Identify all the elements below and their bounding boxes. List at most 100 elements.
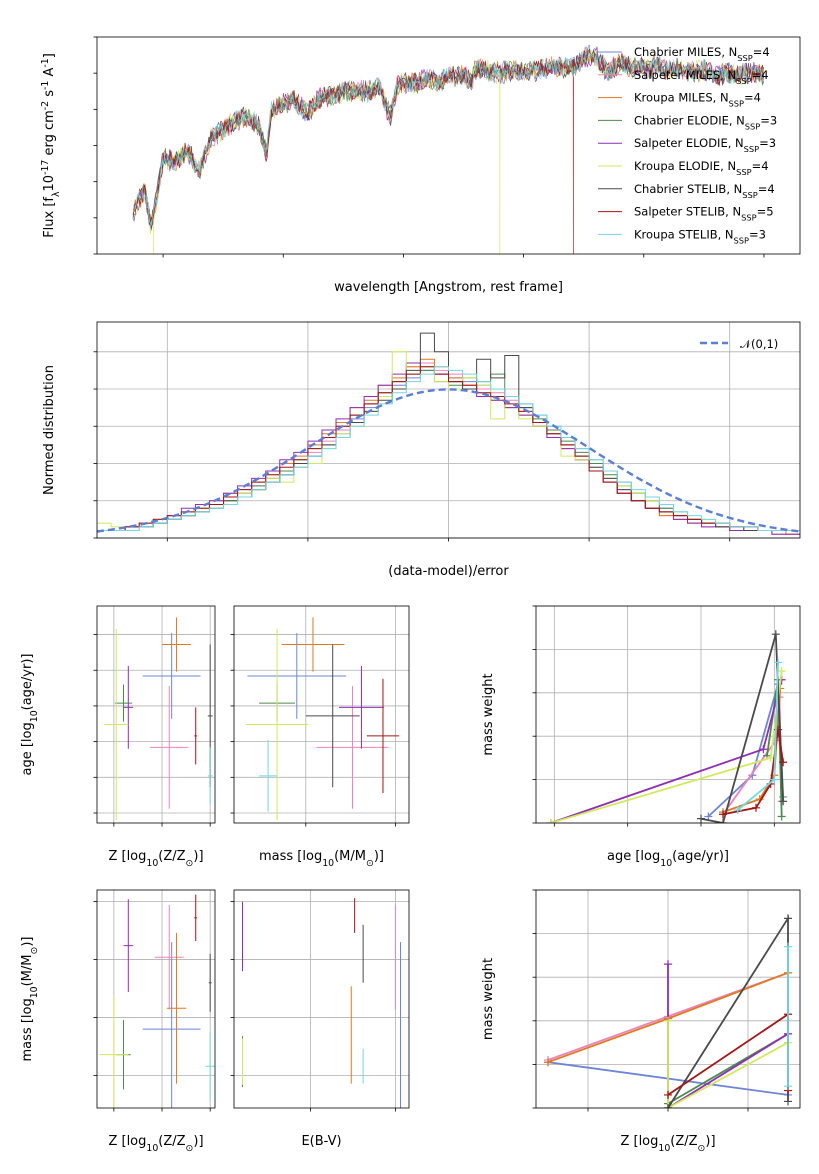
weight-marker (784, 1082, 792, 1091)
y-axis-label: mass weight (481, 958, 496, 1040)
weight-marker (544, 1058, 552, 1067)
axes-frame (535, 605, 801, 824)
plot-area (132, 44, 764, 254)
weight-line (667, 964, 789, 1108)
errorbar-point (166, 932, 187, 1084)
weight-marker (759, 745, 768, 754)
errorbar-point (207, 747, 213, 805)
y-axis-label: Flux [fλ10-17 erg cm-2 s-1 A-1] (40, 53, 62, 238)
weight-marker (719, 819, 727, 823)
plot-area (99, 894, 215, 1108)
errorbar-point (316, 685, 389, 809)
weight-marker (771, 630, 780, 639)
errorbar-point (114, 684, 133, 722)
weight-line (667, 1020, 789, 1108)
x-axis-label: mass [log10(M/M⊙)] (259, 849, 384, 869)
plot-area (104, 617, 213, 821)
errorbar-point (281, 617, 345, 672)
errorbar-point (99, 996, 129, 1108)
axes-frame (535, 889, 801, 1109)
legend-label: Kroupa STELIB, NSSP=3 (634, 227, 766, 245)
errorbar-point (247, 633, 347, 719)
legend: 𝒩(0,1) (700, 337, 778, 351)
axes-frame (96, 605, 216, 824)
y-axis-label: age [log10(age/yr)] (20, 654, 40, 776)
weight-marker (752, 803, 760, 812)
y-axis-label: mass weight (481, 673, 496, 755)
x-axis-label: age [log10(age/yr)] (607, 849, 729, 869)
errorbar-point (142, 633, 201, 719)
errorbar-point (162, 617, 191, 672)
weight-marker (664, 1104, 672, 1108)
weight-marker (664, 1090, 672, 1099)
legend-label: Kroupa MILES, NSSP=4 (634, 91, 761, 109)
legend-label: Salpeter MILES, NSSP=4 (634, 68, 769, 86)
axes-frame (233, 605, 410, 824)
gaussian-reference-line (97, 388, 800, 533)
legend-label: Chabrier STELIB, NSSP=4 (634, 182, 775, 200)
errorbar-point (305, 644, 360, 788)
axes-residuals: (data-model)/error Normed distribution 𝒩(0… (42, 321, 801, 579)
weight-line (667, 1012, 789, 1096)
axes-ebv-mass: E(B-V) (230, 889, 410, 1149)
x-axis-label: (data-model)/error (388, 564, 509, 579)
legend-label: Chabrier MILES, NSSP=4 (634, 45, 770, 63)
plot-area (97, 332, 800, 538)
spectrum-line (132, 49, 764, 254)
y-axis-label: Normed distribution (42, 365, 57, 495)
legend-label: Salpeter STELIB, NSSP=5 (634, 205, 774, 223)
legend-label: Kroupa ELODIE, NSSP=4 (634, 159, 769, 177)
weight-marker (664, 1016, 672, 1025)
axes-frame (96, 36, 801, 255)
y-axis-label: mass [log10(M/M⊙)] (20, 937, 40, 1062)
weight-line (667, 915, 789, 1108)
weight-marker (770, 775, 779, 784)
axes-z-mass: Z [log10(Z/Z⊙)] mass [log10(M/M⊙)] (20, 889, 216, 1154)
axes-z-weight: Z [log10(Z/Z⊙)] mass weight (481, 889, 801, 1154)
errorbar-point (154, 905, 184, 1010)
errorbar-point (366, 678, 400, 794)
weight-marker (774, 658, 782, 667)
weight-marker (777, 812, 786, 821)
axes-age-weight: age [log10(age/yr)] mass weight (481, 605, 801, 869)
weight-marker (546, 819, 555, 823)
legend: Chabrier MILES, NSSP=4 Salpeter MILES, NS… (598, 45, 777, 245)
errorbar-point (194, 707, 198, 765)
legend-label: Chabrier ELODIE, NSSP=3 (634, 113, 777, 131)
weight-marker (664, 960, 672, 969)
axes-mass-age: mass [log10(M/M⊙)] (230, 605, 410, 869)
x-axis-label: E(B-V) (301, 1134, 341, 1149)
plot-area (544, 914, 792, 1108)
errorbar-point (194, 894, 198, 942)
weight-marker (733, 805, 742, 814)
plot-area (241, 898, 402, 1108)
x-axis-label: wavelength [Angstrom, rest frame] (334, 280, 563, 295)
errorbar-point (339, 665, 384, 749)
axes-frame (96, 321, 801, 539)
errorbar-point (208, 953, 212, 1012)
weight-marker (697, 814, 705, 823)
errorbar-point (245, 628, 309, 821)
axes-z-age: Z [log10(Z/Z⊙)] age [log10(age/yr)] (20, 605, 216, 869)
weight-marker (779, 797, 788, 806)
errorbar-point (205, 1031, 215, 1102)
weight-marker (784, 914, 792, 923)
plot-area (546, 630, 788, 823)
spectrum-line (132, 46, 764, 227)
weight-marker (704, 812, 713, 821)
errorbar-point (149, 685, 189, 809)
x-axis-label: Z [log10(Z/Z⊙)] (108, 849, 203, 869)
x-axis-label: Z [log10(Z/Z⊙)] (620, 1134, 715, 1154)
axes-frame (233, 889, 410, 1109)
weight-line (550, 670, 783, 823)
axes-spectrum: wavelength [Angstrom, rest frame] Flux [f… (40, 36, 801, 295)
weight-marker (779, 758, 788, 767)
weight-marker (777, 667, 786, 676)
histogram-step (97, 366, 800, 538)
weight-line (700, 633, 784, 823)
weight-marker (784, 942, 792, 951)
plot-area (245, 617, 400, 821)
weight-marker (719, 810, 727, 819)
